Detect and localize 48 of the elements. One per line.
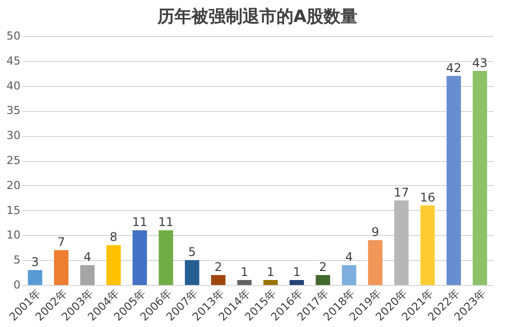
y-tick-label: 40 — [6, 79, 20, 92]
y-tick-label: 50 — [6, 30, 20, 42]
y-tick-label: 20 — [6, 178, 20, 192]
data-label: 43 — [472, 56, 488, 70]
data-label: 11 — [132, 215, 148, 230]
data-label: 7 — [57, 235, 66, 250]
data-label: 16 — [420, 190, 436, 204]
data-label: 2 — [319, 260, 327, 274]
bar — [158, 230, 174, 285]
data-label: 1 — [292, 265, 301, 280]
bar — [263, 280, 278, 285]
data-label: 1 — [266, 265, 274, 280]
data-label: 4 — [345, 250, 353, 264]
y-tick-label: 5 — [14, 254, 20, 267]
data-label: 3 — [31, 255, 39, 270]
data-label: 8 — [110, 230, 118, 244]
y-tick-label: 45 — [6, 54, 20, 68]
bar — [342, 265, 356, 285]
bar — [290, 280, 304, 285]
data-label: 2 — [214, 260, 222, 274]
chart-title: 历年被强制退市的A股数量 — [156, 7, 358, 27]
data-label: 42 — [446, 60, 462, 75]
bar — [184, 260, 200, 285]
data-label: 1 — [240, 265, 248, 280]
data-label: 11 — [158, 215, 174, 230]
bar — [54, 250, 68, 285]
data-label: 9 — [371, 225, 380, 240]
y-tick-label: 35 — [6, 104, 20, 118]
bar — [446, 76, 461, 285]
bar — [106, 245, 121, 285]
bar — [368, 240, 382, 285]
bar — [28, 270, 42, 285]
y-tick-label: 30 — [6, 129, 20, 142]
bar — [316, 275, 330, 285]
data-label: 4 — [84, 250, 92, 264]
bar — [472, 70, 488, 285]
data-label: 5 — [188, 245, 196, 260]
y-tick-label: 10 — [6, 228, 20, 242]
y-tick-label: 15 — [6, 204, 20, 217]
bar — [420, 205, 435, 285]
bar — [80, 265, 95, 285]
data-label: 17 — [394, 185, 410, 200]
bar — [237, 280, 252, 285]
bar — [394, 200, 409, 285]
y-tick-label: 25 — [6, 154, 20, 167]
bar — [211, 275, 226, 285]
y-tick-label: 0 — [14, 278, 20, 292]
bar — [132, 230, 147, 285]
